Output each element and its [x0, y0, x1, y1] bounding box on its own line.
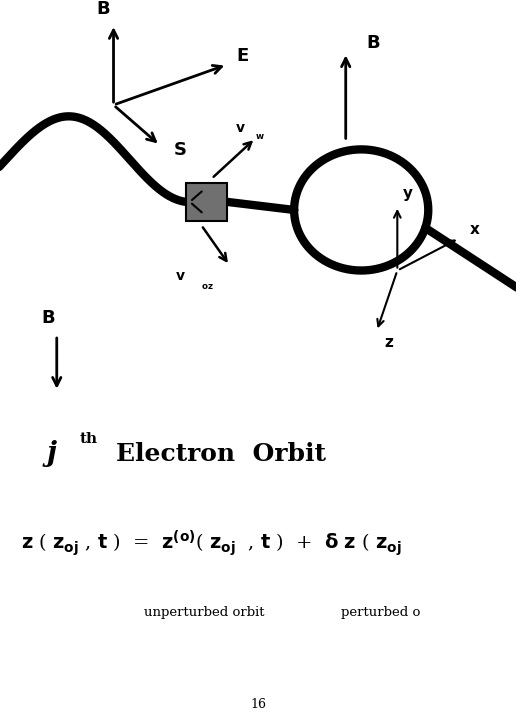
- Text: th: th: [80, 433, 98, 446]
- Text: perturbed o: perturbed o: [341, 606, 420, 619]
- Text: j: j: [46, 440, 56, 467]
- Text: z: z: [384, 335, 393, 350]
- Text: $\mathbf{z}$ ( $\mathbf{z_{oj}}$ , $\mathbf{t}$ )  =  $\mathbf{z^{(o)}}$( $\math: $\mathbf{z}$ ( $\mathbf{z_{oj}}$ , $\mat…: [21, 528, 401, 559]
- Text: E: E: [236, 47, 249, 65]
- Text: $\mathbf{_{oz}}$: $\mathbf{_{oz}}$: [201, 279, 214, 292]
- Text: B: B: [41, 309, 55, 327]
- Text: 16: 16: [250, 699, 266, 712]
- Text: B: B: [96, 0, 110, 18]
- Bar: [186, 182, 227, 221]
- Text: unperturbed orbit: unperturbed orbit: [144, 606, 265, 619]
- Text: $\mathbf{_w}$: $\mathbf{_w}$: [255, 130, 265, 143]
- Text: S: S: [174, 141, 187, 159]
- Text: $\mathbf{v}$: $\mathbf{v}$: [235, 121, 246, 136]
- Text: Electron  Orbit: Electron Orbit: [116, 442, 326, 466]
- Text: $\mathbf{v}$: $\mathbf{v}$: [175, 269, 186, 283]
- Text: y: y: [402, 186, 412, 201]
- Text: B: B: [366, 35, 380, 53]
- Text: x: x: [470, 222, 479, 237]
